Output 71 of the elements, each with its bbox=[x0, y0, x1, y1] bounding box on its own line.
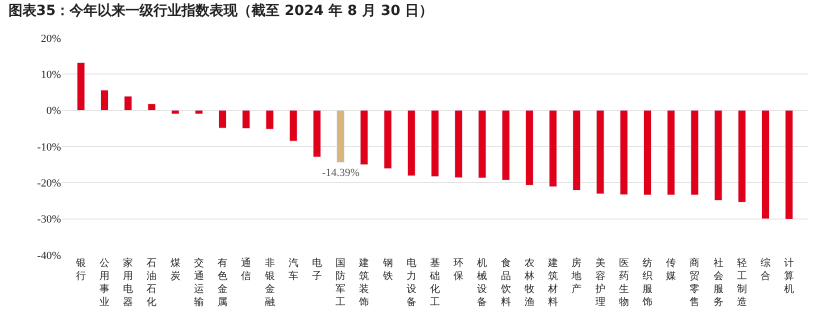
bar bbox=[454, 110, 463, 178]
x-tick-label: 传媒 bbox=[666, 258, 676, 282]
x-tick-label: 家用电器 bbox=[123, 257, 134, 308]
x-tick-label: 公用事业 bbox=[99, 257, 110, 308]
bar bbox=[124, 96, 132, 111]
x-tick-label: 石油石化 bbox=[146, 258, 157, 308]
x-tick-label: 建筑材料 bbox=[547, 257, 558, 308]
y-tick-label: -30% bbox=[37, 214, 61, 226]
x-tick-label: 美容护理 bbox=[594, 257, 606, 308]
bar bbox=[525, 110, 534, 186]
y-tick-label: -40% bbox=[37, 250, 61, 262]
x-tick-label: 纺织服饰 bbox=[641, 257, 652, 308]
bar bbox=[148, 104, 156, 111]
bar bbox=[572, 110, 581, 191]
bar bbox=[242, 110, 250, 129]
bar bbox=[312, 110, 321, 158]
x-tick-label: 食品饮料 bbox=[500, 257, 511, 308]
bar bbox=[596, 110, 604, 194]
x-tick-label: 轻工制造 bbox=[736, 257, 747, 308]
x-tick-label: 钢铁 bbox=[382, 258, 393, 282]
x-tick-label: 汽车 bbox=[288, 257, 298, 282]
chart-title: 图表35：今年以来一级行业指数表现（截至 2024 年 8 月 30 日） bbox=[8, 2, 434, 19]
x-tick-label: 机械设备 bbox=[477, 257, 488, 308]
bar bbox=[289, 110, 298, 142]
y-tick-label: 10% bbox=[40, 69, 61, 82]
bar bbox=[171, 110, 180, 114]
y-tick-label: 20% bbox=[40, 32, 61, 45]
bar bbox=[549, 110, 558, 187]
bar bbox=[218, 110, 227, 128]
x-tick-label: 计算机 bbox=[784, 257, 794, 295]
x-tick-label: 农林牧渔 bbox=[523, 258, 534, 308]
x-tick-label: 电力设备 bbox=[406, 257, 416, 308]
bar bbox=[430, 110, 440, 177]
bar bbox=[502, 110, 510, 180]
x-tick-label: 非银金融 bbox=[264, 257, 275, 308]
bar bbox=[384, 110, 392, 169]
x-tick-label: 基础化工 bbox=[429, 257, 440, 308]
x-tick-label: 煤炭 bbox=[170, 257, 180, 282]
bar bbox=[76, 62, 85, 111]
x-tick-label: 商贸零售 bbox=[690, 257, 700, 308]
x-tick-label: 综合 bbox=[760, 257, 771, 282]
x-tick-label: 电子 bbox=[312, 257, 322, 282]
bar bbox=[667, 110, 676, 196]
x-tick-label: 交通运输 bbox=[194, 257, 204, 308]
x-tick-label: 国防军工 bbox=[336, 258, 346, 308]
bar bbox=[714, 110, 722, 201]
bar bbox=[478, 110, 486, 178]
bar bbox=[785, 110, 794, 220]
x-tick-label: 环保 bbox=[454, 258, 464, 282]
bar bbox=[100, 90, 109, 111]
bar bbox=[407, 110, 416, 176]
bar bbox=[336, 110, 345, 163]
x-tick-label: 有色金属 bbox=[218, 257, 228, 308]
y-tick-label: 0% bbox=[46, 105, 61, 118]
bar bbox=[643, 110, 652, 196]
y-tick-label: -10% bbox=[37, 141, 61, 154]
x-tick-label: 医药生物 bbox=[618, 258, 629, 308]
x-tick-label: 建筑装饰 bbox=[358, 257, 370, 308]
x-tick-label: 银行 bbox=[74, 258, 86, 282]
bar bbox=[620, 110, 628, 195]
x-tick-label: 社会服务 bbox=[713, 257, 724, 308]
bar bbox=[738, 110, 746, 202]
bar bbox=[690, 110, 699, 196]
x-tick-label: 房地产 bbox=[570, 257, 582, 295]
data-label: -14.39% bbox=[322, 167, 360, 179]
bar bbox=[266, 110, 274, 130]
bar bbox=[194, 110, 203, 114]
y-tick-label: -20% bbox=[37, 178, 61, 190]
bar bbox=[761, 110, 770, 220]
bar bbox=[360, 110, 368, 165]
x-tick-label: 通信 bbox=[241, 257, 252, 282]
